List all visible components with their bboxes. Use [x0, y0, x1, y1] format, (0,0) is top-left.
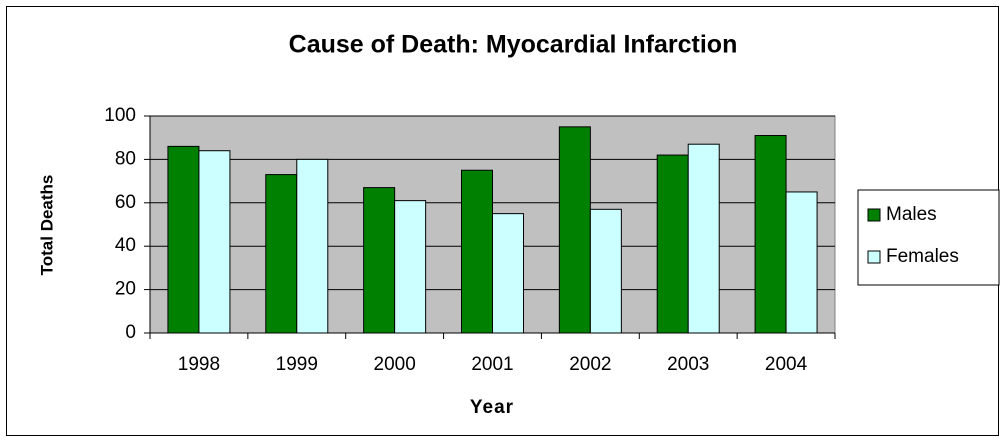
x-axis-label: Year	[470, 397, 514, 418]
legend-swatch	[867, 208, 881, 222]
legend-swatch	[867, 250, 881, 264]
x-tick-label: 2000	[374, 354, 416, 375]
bar	[687, 143, 720, 334]
y-tick-label: 0	[125, 322, 136, 343]
legend-label: Females	[886, 246, 959, 267]
x-tick-label: 2001	[471, 354, 513, 375]
x-tick-label: 1999	[276, 354, 318, 375]
x-tick-label: 2002	[569, 354, 611, 375]
bar	[198, 150, 231, 334]
chart-title: Cause of Death: Myocardial Infarction	[289, 31, 738, 59]
x-tick-label: 1998	[178, 354, 220, 375]
bar	[461, 169, 493, 334]
bar	[785, 191, 818, 334]
bar	[492, 213, 524, 334]
bar	[656, 154, 689, 334]
bar	[265, 174, 298, 334]
y-tick-label: 20	[115, 279, 136, 300]
bar	[589, 208, 622, 334]
legend-label: Males	[886, 204, 937, 225]
y-tick-label: 60	[115, 192, 136, 213]
bar	[296, 158, 329, 334]
x-tick-label: 2003	[667, 354, 709, 375]
bar	[167, 145, 200, 334]
bar	[754, 135, 787, 334]
x-tick-label: 2004	[765, 354, 808, 375]
legend-box	[857, 189, 1000, 286]
bar	[558, 126, 591, 334]
y-axis-label: Total Deaths	[37, 175, 56, 276]
y-tick-label: 100	[104, 105, 136, 126]
bar	[394, 200, 427, 334]
y-tick-label: 40	[115, 235, 136, 256]
y-tick-label: 80	[115, 148, 136, 169]
bar	[363, 187, 396, 334]
